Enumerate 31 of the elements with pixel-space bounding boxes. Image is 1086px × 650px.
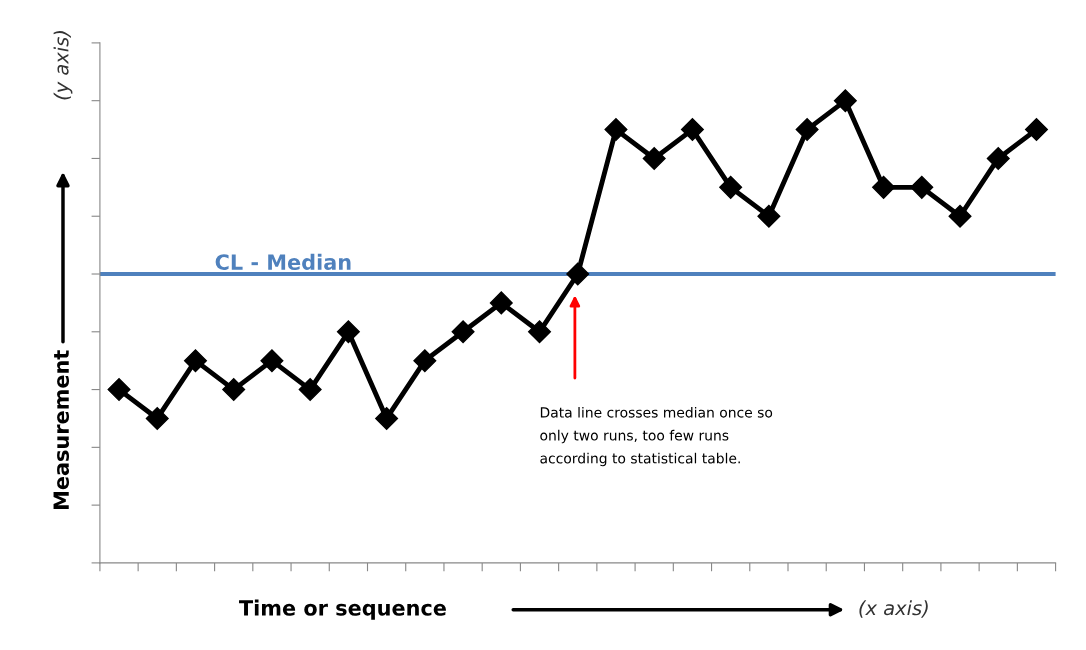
ref-line-label: CL - Median	[215, 253, 351, 270]
text: (y axis)	[53, 31, 73, 100]
point	[375, 406, 399, 430]
point	[833, 89, 857, 113]
point	[107, 378, 131, 402]
point	[642, 146, 666, 170]
point	[604, 118, 628, 142]
point	[795, 118, 819, 142]
point	[183, 349, 207, 373]
point	[260, 349, 284, 373]
point	[451, 320, 475, 344]
point	[336, 320, 360, 344]
point	[298, 378, 322, 402]
point	[528, 320, 552, 344]
point	[680, 118, 704, 142]
point	[757, 204, 781, 228]
point	[145, 406, 169, 430]
point	[910, 175, 934, 199]
x-axis-title: Time or sequence	[239, 599, 446, 620]
point	[948, 204, 972, 228]
point	[872, 175, 896, 199]
y-axis-title: Measurement	[53, 350, 70, 509]
point	[413, 349, 437, 373]
text: (x axis)	[859, 600, 928, 618]
point	[1024, 118, 1048, 142]
point	[986, 146, 1010, 170]
point	[719, 175, 743, 199]
point	[566, 262, 590, 286]
point	[489, 291, 513, 315]
point	[222, 378, 246, 402]
annotation: Data line crosses median once so only two runs, too few runs according to statistical table.	[540, 406, 773, 467]
